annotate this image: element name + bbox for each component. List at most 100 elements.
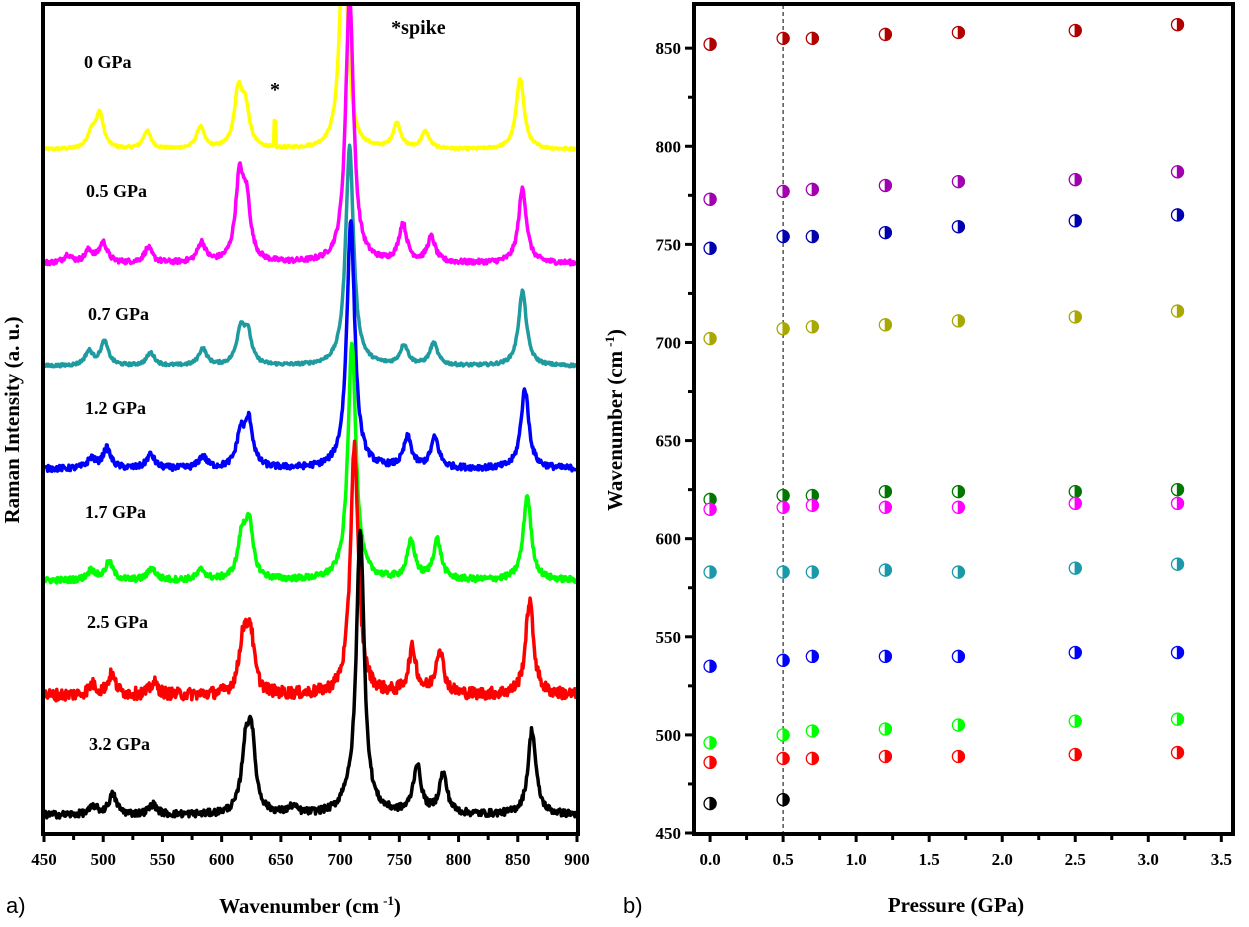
data-point [951,220,966,234]
data-point [1068,23,1082,38]
data-point [703,565,717,579]
data-point [878,649,893,664]
data-point [1068,714,1082,728]
data-point [703,755,717,770]
data-point [776,184,790,199]
data-point [805,565,819,579]
y-tick-label: 850 [656,39,682,58]
y-axis-title-b: Wavenumber (cm-1) [602,329,627,511]
data-point [1068,484,1082,499]
spike-annotation: *spike [391,17,446,39]
x-tick-label: 700 [327,850,353,869]
data-point [878,722,893,736]
spike-asterisk: * [270,79,280,101]
data-point [878,563,893,577]
data-point [951,718,966,732]
spectra-lines [44,5,577,820]
x-tick-label: 3.5 [1211,850,1232,869]
x-tick-label: 550 [150,850,176,869]
y-tick-label: 750 [656,235,682,254]
series-label: 1.7 GPa [85,502,146,522]
data-point [1068,747,1082,762]
data-point [1170,208,1185,222]
data-point [776,322,790,336]
data-point [776,500,790,514]
panel-a-spectra: 450 500 550 600 650 700 750 800 850 900 0 GPa 0.5 … [0,2,590,918]
data-point [1170,645,1185,660]
data-point [703,659,717,673]
x-tick-label: 1.5 [919,850,940,869]
spectrum-line [44,143,577,369]
data-point [1170,496,1185,511]
series-labels: 0 GPa 0.5 GPa 0.7 GPa 1.2 GPa 1.7 GPa 2.5 GPa… [84,52,150,754]
data-point [951,174,966,189]
y-tick-label: 500 [656,726,682,745]
data-point [1068,214,1082,228]
data-point [1170,304,1185,318]
data-point [703,796,717,811]
x-tick-label: 900 [564,850,590,869]
data-point [703,241,717,255]
data-point [878,225,893,240]
data-point [951,500,966,514]
plot-frame-a [41,2,580,836]
data-point [776,792,790,807]
x-axis-ticks-a: 450 500 550 600 650 700 750 800 850 900 [31,834,590,869]
data-point [1068,496,1082,511]
y-tick-label: 800 [656,137,682,156]
x-tick-label: 1.0 [846,850,867,869]
x-tick-label: 650 [268,850,294,869]
data-point [1170,712,1185,726]
data-point [805,182,819,197]
data-point [703,331,717,346]
data-point [878,318,893,332]
x-tick-label: 500 [90,850,116,869]
spectrum-line [44,528,577,820]
scatter-points [703,17,1185,811]
y-tick-label: 550 [656,628,682,647]
data-point [703,736,717,750]
data-point [776,488,790,503]
x-tick-label: 3.0 [1138,850,1159,869]
panel-b-scatter: 0.0 0.5 1.0 1.5 2.0 2.5 3.0 3.5 450 500 550 600 650 7… [602,2,1235,918]
y-tick-label: 450 [656,824,682,843]
data-point [1068,561,1082,575]
x-tick-label: 850 [505,850,531,869]
data-point [1170,745,1185,760]
y-axis-title-a: Raman Intensity (a. u.) [0,316,24,523]
data-point [1170,482,1185,497]
x-tick-label: 2.0 [992,850,1013,869]
x-tick-label: 600 [209,850,235,869]
data-point [951,565,966,579]
axis-ticks-b: 0.0 0.5 1.0 1.5 2.0 2.5 3.0 3.5 450 500 550 600 650 7… [656,39,1232,869]
data-point [805,751,819,766]
y-tick-label: 650 [656,432,682,451]
data-point [776,653,790,667]
data-point [805,724,819,738]
series-label: 2.5 GPa [87,612,148,632]
data-point [1170,165,1185,179]
panel-label-a: a) [6,893,26,918]
plot-frame-b [692,2,1235,836]
data-point [1068,172,1082,187]
panel-label-b: b) [623,893,643,918]
series-label: 0.7 GPa [88,304,149,324]
data-point [703,502,717,516]
data-point [776,728,790,742]
data-point [951,649,966,664]
data-point [951,314,966,328]
data-point [776,565,790,579]
series-label: 0.5 GPa [86,181,147,201]
x-tick-label: 2.5 [1065,850,1086,869]
data-point [878,749,893,764]
x-tick-label: 0.5 [772,850,793,869]
data-point [878,500,893,514]
y-tick-label: 700 [656,333,682,352]
data-point [776,31,790,46]
data-point [805,498,819,512]
data-point [703,192,717,206]
data-point [703,37,717,51]
spectrum-line [44,219,577,474]
x-tick-label: 750 [387,850,413,869]
data-point [1068,645,1082,660]
